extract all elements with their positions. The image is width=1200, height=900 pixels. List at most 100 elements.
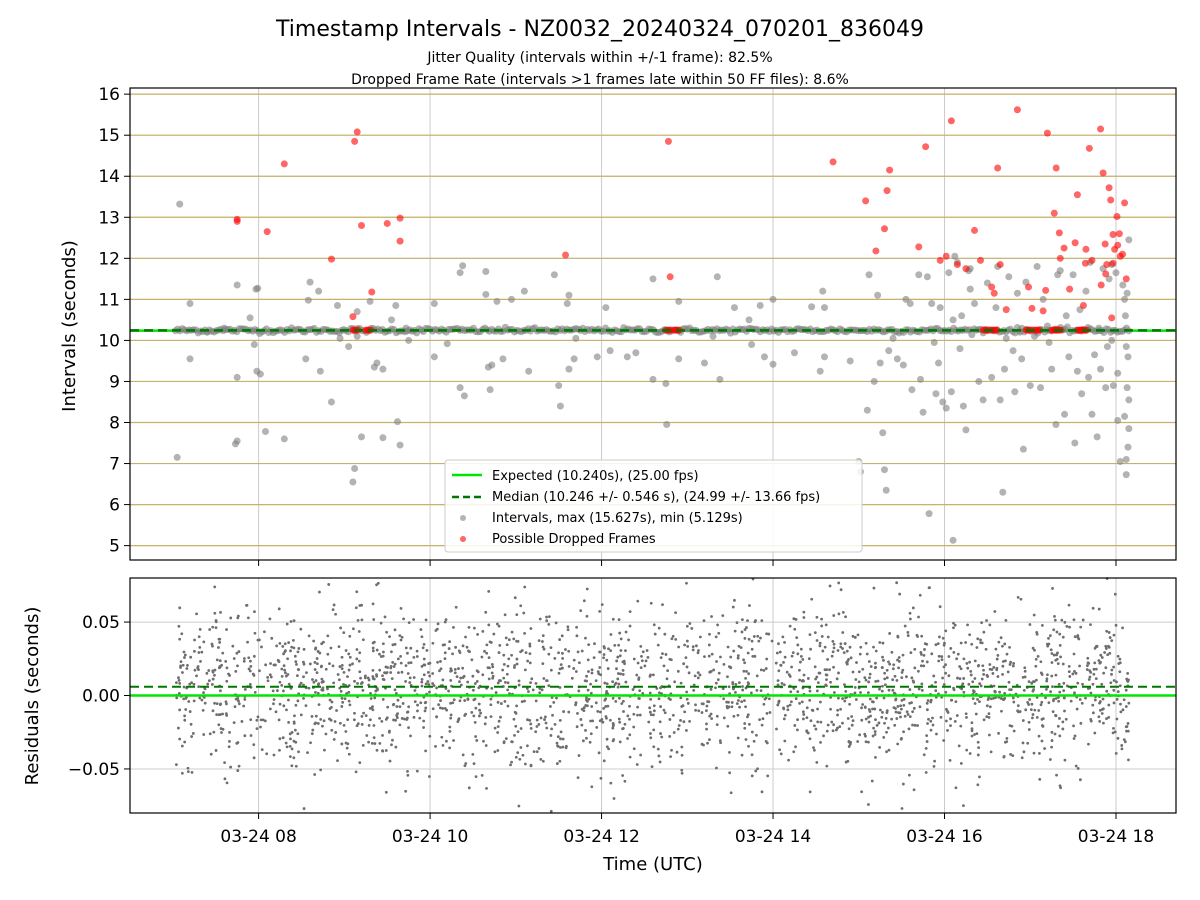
residual-point: [466, 680, 470, 684]
residual-point: [628, 733, 632, 737]
dropped-frame-point: [664, 137, 672, 145]
residual-point: [855, 661, 858, 664]
residual-point: [388, 729, 391, 733]
residual-point: [809, 647, 812, 651]
residual-point: [637, 678, 641, 681]
residual-point: [1120, 744, 1124, 747]
residual-point: [1071, 672, 1075, 676]
residual-point: [925, 708, 929, 712]
interval-point: [915, 271, 923, 279]
interval-point: [233, 373, 241, 381]
residual-point: [287, 641, 291, 644]
interval-point: [353, 332, 361, 340]
residual-point: [735, 621, 739, 625]
residual-point: [599, 776, 603, 780]
residual-point: [380, 719, 384, 723]
residual-point: [864, 740, 868, 744]
residual-point: [628, 610, 632, 614]
residual-point: [296, 699, 300, 703]
interval-point: [1123, 289, 1131, 297]
residual-point: [860, 790, 864, 794]
residual-point: [572, 658, 576, 662]
residual-point: [728, 771, 732, 775]
residual-point: [413, 689, 417, 692]
interval-point: [508, 295, 516, 303]
residual-point: [278, 641, 282, 645]
residual-point: [498, 643, 502, 647]
residual-point: [910, 676, 914, 680]
residual-point: [197, 685, 201, 689]
residual-point: [534, 699, 538, 703]
residual-point: [782, 683, 786, 687]
residual-point: [307, 634, 311, 638]
residual-point: [1078, 698, 1082, 701]
residual-point: [541, 645, 545, 649]
residual-point: [1113, 730, 1117, 734]
interval-point: [186, 299, 194, 307]
residual-point: [627, 638, 630, 642]
residual-point: [976, 783, 980, 787]
residual-point: [375, 648, 379, 652]
residual-point: [326, 687, 329, 691]
residual-point: [336, 673, 340, 676]
residual-point: [555, 696, 558, 700]
residual-point: [674, 638, 678, 641]
residual-point: [428, 690, 431, 694]
residual-point: [676, 669, 680, 673]
interval-point: [1069, 271, 1077, 279]
residual-point: [945, 709, 949, 713]
residual-point: [434, 629, 438, 632]
residual-point: [652, 745, 656, 749]
residual-point: [420, 635, 424, 639]
interval-point: [947, 388, 955, 396]
dropped-frame-point: [1082, 245, 1090, 253]
residual-point: [333, 720, 337, 723]
dropped-frame-point: [996, 260, 1004, 268]
residual-point: [391, 660, 395, 664]
residual-point: [782, 717, 786, 721]
residual-point: [779, 663, 783, 667]
residual-point: [538, 617, 542, 621]
residual-point: [1010, 724, 1014, 728]
residual-point: [936, 642, 940, 646]
residual-point: [742, 658, 745, 662]
residual-point: [897, 666, 900, 670]
residual-point: [371, 641, 375, 645]
residual-point: [683, 710, 687, 714]
residual-point: [1048, 758, 1052, 761]
residual-point: [982, 668, 985, 672]
residual-point: [867, 740, 870, 744]
residual-point: [557, 671, 561, 675]
residual-point: [302, 660, 305, 664]
residual-point: [923, 642, 927, 646]
residual-point: [698, 673, 702, 677]
residual-point: [513, 666, 516, 669]
residual-point: [1045, 642, 1049, 646]
residual-point: [802, 679, 805, 683]
residual-point: [839, 645, 843, 649]
residual-point: [587, 697, 591, 701]
residual-point: [896, 742, 900, 746]
residual-point: [890, 717, 894, 721]
residual-point: [336, 759, 339, 762]
residual-point: [844, 615, 848, 619]
residual-point: [694, 708, 698, 712]
dropped-frame-point: [971, 226, 979, 234]
residual-point: [667, 697, 671, 700]
residual-point: [737, 681, 741, 684]
residual-point: [585, 696, 588, 700]
residual-point: [549, 734, 553, 737]
residual-point: [733, 629, 737, 633]
residual-point: [696, 671, 700, 675]
residual-point: [1050, 745, 1054, 749]
residual-point: [920, 634, 924, 638]
residual-point: [762, 702, 766, 706]
residual-point: [330, 700, 334, 704]
interval-point: [550, 271, 558, 279]
residual-point: [939, 715, 943, 719]
interval-point: [885, 347, 893, 355]
residual-point: [656, 747, 660, 751]
residual-point: [424, 700, 428, 704]
residual-point: [360, 681, 364, 684]
residual-point: [1112, 665, 1116, 669]
